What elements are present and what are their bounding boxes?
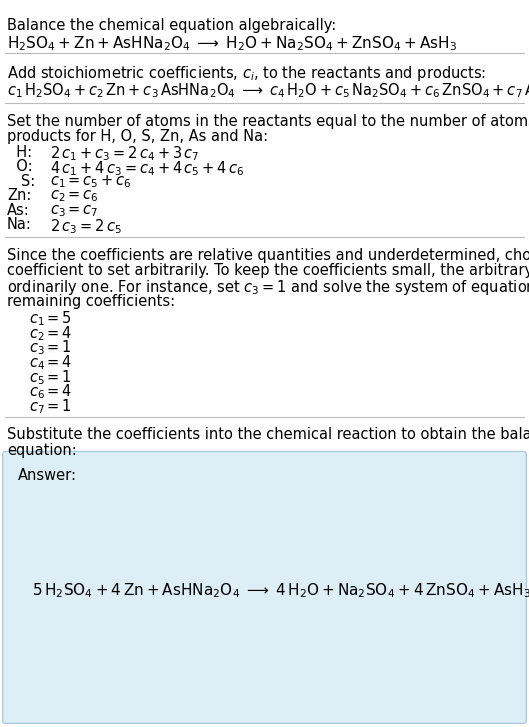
Text: remaining coefficients:: remaining coefficients:: [7, 294, 175, 309]
Text: $5\,\mathregular{H_2SO_4} + 4\,\mathregular{Zn} + \mathregular{AsHNa_2O_4} \;\lo: $5\,\mathregular{H_2SO_4} + 4\,\mathregu…: [32, 582, 529, 601]
Text: $c_7 = 1$: $c_7 = 1$: [29, 397, 72, 416]
Text: $c_2 = c_6$: $c_2 = c_6$: [50, 188, 99, 204]
Text: As:: As:: [7, 203, 30, 218]
Text: $\mathregular{H_2SO_4 + Zn + AsHNa_2O_4 \;\longrightarrow\; H_2O + Na_2SO_4 + Zn: $\mathregular{H_2SO_4 + Zn + AsHNa_2O_4 …: [7, 34, 457, 53]
Text: H:: H:: [7, 145, 32, 160]
Text: $4\,c_1 + 4\,c_3 = c_4 + 4\,c_5 + 4\,c_6$: $4\,c_1 + 4\,c_3 = c_4 + 4\,c_5 + 4\,c_6…: [50, 159, 245, 178]
FancyBboxPatch shape: [3, 451, 526, 723]
Text: Add stoichiometric coefficients, $c_i$, to the reactants and products:: Add stoichiometric coefficients, $c_i$, …: [7, 64, 486, 83]
Text: Zn:: Zn:: [7, 188, 31, 204]
Text: Na:: Na:: [7, 217, 32, 233]
Text: $c_1 = c_5 + c_6$: $c_1 = c_5 + c_6$: [50, 174, 132, 190]
Text: $c_4 = 4$: $c_4 = 4$: [29, 353, 72, 372]
Text: Substitute the coefficients into the chemical reaction to obtain the balanced: Substitute the coefficients into the che…: [7, 427, 529, 443]
Text: Answer:: Answer:: [17, 468, 77, 483]
Text: $2\,c_1 + c_3 = 2\,c_4 + 3\,c_7$: $2\,c_1 + c_3 = 2\,c_4 + 3\,c_7$: [50, 145, 200, 164]
Text: S:: S:: [7, 174, 35, 189]
Text: $c_5 = 1$: $c_5 = 1$: [29, 368, 72, 387]
Text: Since the coefficients are relative quantities and underdetermined, choose a: Since the coefficients are relative quan…: [7, 248, 529, 263]
Text: equation:: equation:: [7, 443, 77, 458]
Text: $c_3 = 1$: $c_3 = 1$: [29, 339, 72, 358]
Text: Set the number of atoms in the reactants equal to the number of atoms in the: Set the number of atoms in the reactants…: [7, 114, 529, 129]
Text: $c_1 = 5$: $c_1 = 5$: [29, 310, 72, 329]
Text: $c_6 = 4$: $c_6 = 4$: [29, 382, 72, 401]
Text: $c_2 = 4$: $c_2 = 4$: [29, 324, 72, 343]
Text: O:: O:: [7, 159, 32, 174]
Text: $c_1\,\mathregular{H_2SO_4} + c_2\,\mathregular{Zn} + c_3\,\mathregular{AsHNa_2O: $c_1\,\mathregular{H_2SO_4} + c_2\,\math…: [7, 81, 529, 100]
Text: $c_3 = c_7$: $c_3 = c_7$: [50, 203, 99, 219]
Text: $2\,c_3 = 2\,c_5$: $2\,c_3 = 2\,c_5$: [50, 217, 122, 236]
Text: products for H, O, S, Zn, As and Na:: products for H, O, S, Zn, As and Na:: [7, 129, 268, 145]
Text: ordinarily one. For instance, set $c_3 = 1$ and solve the system of equations fo: ordinarily one. For instance, set $c_3 =…: [7, 278, 529, 297]
Text: Balance the chemical equation algebraically:: Balance the chemical equation algebraica…: [7, 18, 336, 33]
Text: coefficient to set arbitrarily. To keep the coefficients small, the arbitrary va: coefficient to set arbitrarily. To keep …: [7, 263, 529, 278]
